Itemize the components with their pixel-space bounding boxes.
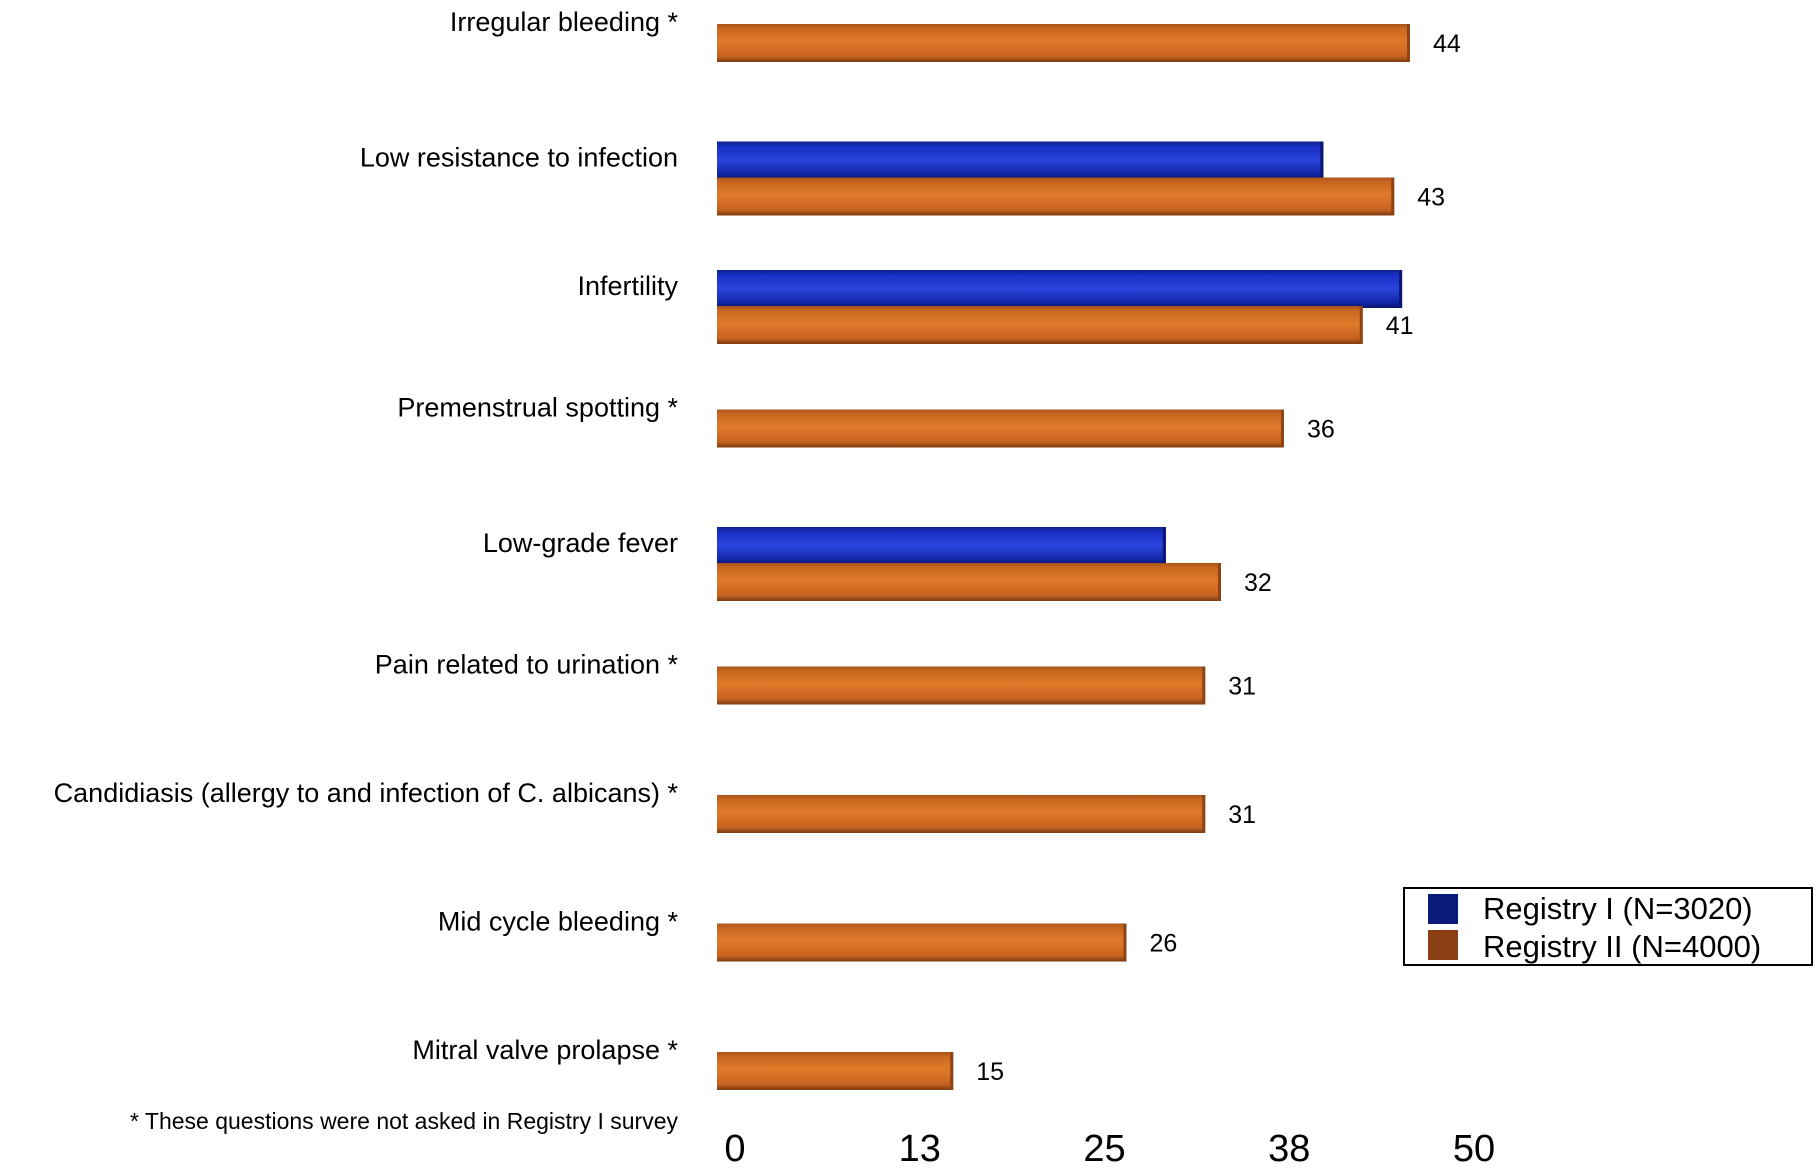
x-tick-label-50: 50: [1453, 1128, 1495, 1170]
x-axis-ticks: 0 13 25 38 50: [724, 1128, 1495, 1170]
category-label-mid-cycle-bleeding: Mid cycle bleeding *: [438, 907, 679, 937]
category-label-irregular-bleeding: Irregular bleeding *: [450, 7, 679, 37]
category-label-candidiasis-allergy-to-and-infection-of-c-albicans: Candidiasis (allergy to and infection of…: [54, 778, 679, 808]
legend-swatch-registry-1: [1428, 894, 1458, 924]
legend: Registry I (N=3020) Registry II (N=4000): [1403, 887, 1813, 966]
bar-registry-2-edge-low-resistance-to-infection: [1391, 177, 1395, 216]
legend-swatch-registry-2: [1428, 930, 1458, 960]
category-label-premenstrual-spotting: Premenstrual spotting *: [397, 393, 678, 423]
x-tick-label-25: 25: [1083, 1128, 1125, 1170]
bar-registry-1-edge-low-grade-fever: [1162, 527, 1166, 565]
bar-registry-2-edge-infertility: [1359, 306, 1363, 344]
bar-registry-2-mid-cycle-bleeding: [717, 923, 1127, 962]
value-label-mitral-valve-prolapse: 15: [976, 1058, 1004, 1086]
bar-registry-1-low-resistance-to-infection: [717, 141, 1324, 180]
x-tick-label-13: 13: [899, 1128, 941, 1170]
value-label-mid-cycle-bleeding: 26: [1150, 930, 1178, 958]
category-label-low-grade-fever: Low-grade fever: [483, 528, 678, 558]
value-label-low-grade-fever: 32: [1244, 569, 1272, 597]
bar-registry-2-mitral-valve-prolapse: [717, 1052, 954, 1090]
category-label-low-resistance-to-infection: Low resistance to infection: [360, 143, 678, 173]
bar-registry-2-irregular-bleeding: [717, 24, 1410, 62]
value-label-candidiasis-allergy-to-and-infection-of-c-albicans: 31: [1228, 801, 1256, 829]
bar-registry-2-edge-pain-related-to-urination: [1202, 666, 1206, 705]
bar-registry-2-edge-candidiasis-allergy-to-and-infection-of-c-albicans: [1202, 795, 1206, 833]
bar-registry-1-edge-infertility: [1399, 270, 1403, 308]
bar-registry-2-edge-premenstrual-spotting: [1281, 409, 1284, 448]
bar-registry-2-edge-low-grade-fever: [1218, 563, 1221, 601]
bar-registry-2-edge-irregular-bleeding: [1407, 24, 1410, 62]
bar-registry-1-edge-low-resistance-to-infection: [1320, 141, 1324, 180]
legend-label-registry-2: Registry II (N=4000): [1483, 929, 1761, 964]
value-label-pain-related-to-urination: 31: [1228, 673, 1256, 701]
value-label-infertility: 41: [1386, 312, 1414, 340]
value-label-premenstrual-spotting: 36: [1307, 416, 1335, 444]
category-label-mitral-valve-prolapse: Mitral valve prolapse *: [412, 1035, 678, 1065]
footnote: * These questions were not asked in Regi…: [130, 1108, 679, 1134]
category-label-pain-related-to-urination: Pain related to urination *: [375, 650, 679, 680]
bar-registry-2-edge-mid-cycle-bleeding: [1123, 923, 1127, 962]
bar-registry-2-candidiasis-allergy-to-and-infection-of-c-albicans: [717, 795, 1206, 833]
bar-registry-2-low-grade-fever: [717, 563, 1221, 601]
bars-layer: [717, 24, 1410, 1090]
bar-registry-2-low-resistance-to-infection: [717, 177, 1395, 216]
value-label-low-resistance-to-infection: 43: [1417, 184, 1445, 212]
bar-registry-2-edge-mitral-valve-prolapse: [950, 1052, 954, 1090]
category-label-infertility: Infertility: [577, 271, 678, 301]
x-tick-label-38: 38: [1268, 1128, 1310, 1170]
value-label-irregular-bleeding: 44: [1433, 30, 1461, 58]
bar-registry-1-low-grade-fever: [717, 527, 1166, 565]
bar-registry-2-infertility: [717, 306, 1363, 344]
bar-registry-2-premenstrual-spotting: [717, 409, 1284, 448]
labels-layer: Irregular bleeding * 44 Low resistance to …: [54, 7, 1461, 1086]
bar-registry-1-infertility: [717, 270, 1403, 308]
legend-box: [1403, 887, 1813, 966]
x-tick-label-0: 0: [724, 1128, 745, 1170]
bar-registry-2-pain-related-to-urination: [717, 666, 1206, 705]
legend-label-registry-1: Registry I (N=3020): [1483, 891, 1753, 926]
